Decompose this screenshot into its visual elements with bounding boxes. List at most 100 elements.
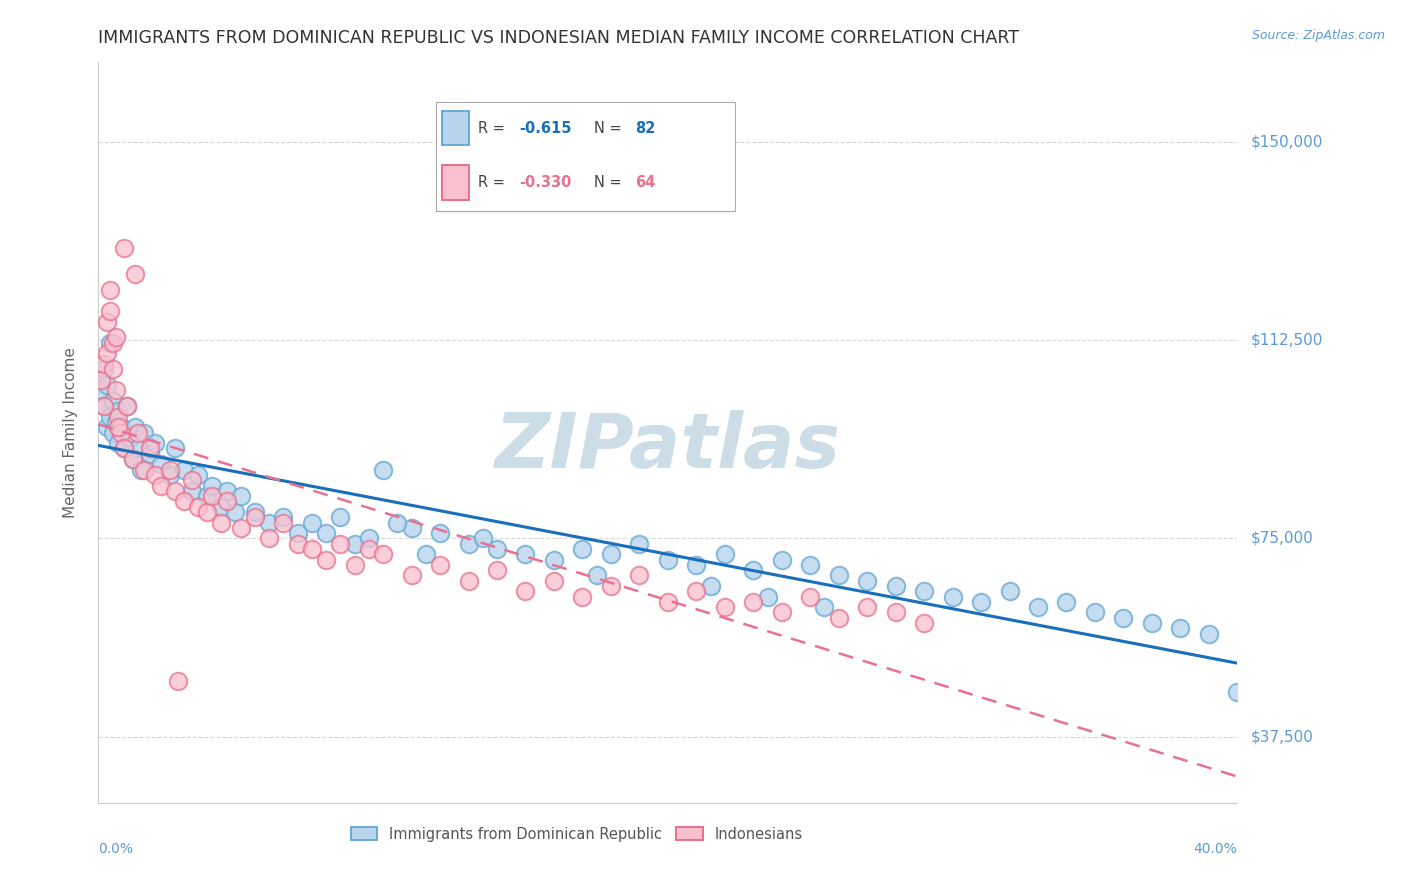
Point [799,558,821,572]
Point [657,552,679,566]
Point [138,442,160,456]
Point [90,384,112,398]
Point [96,346,118,360]
Point [329,537,352,551]
Point [96,314,118,328]
Point [121,452,143,467]
Point [181,483,204,498]
Point [1198,626,1220,640]
Text: 0.0%: 0.0% [98,842,134,855]
Point [98,304,121,318]
Point [942,590,965,604]
Point [243,510,266,524]
Point [259,516,281,530]
Point [173,462,195,476]
Point [343,537,366,551]
Point [912,615,935,630]
Point [856,600,879,615]
Point [287,537,309,551]
Point [912,584,935,599]
Point [401,568,423,582]
Point [714,547,737,561]
Point [93,357,115,371]
Point [159,467,181,482]
Point [107,404,129,418]
Point [828,611,851,625]
Point [110,420,132,434]
Point [195,505,218,519]
Point [132,425,155,440]
Point [224,505,246,519]
Point [699,579,721,593]
Point [132,462,155,476]
Point [628,568,651,582]
Point [187,467,209,482]
Point [104,330,127,344]
Point [343,558,366,572]
Point [600,547,623,561]
Legend: Immigrants from Dominican Republic, Indonesians: Immigrants from Dominican Republic, Indo… [344,821,808,847]
Point [301,541,323,556]
Point [1026,600,1049,615]
Point [571,541,593,556]
Point [373,547,395,561]
Point [301,516,323,530]
Point [127,425,149,440]
Point [543,574,565,588]
Point [387,516,409,530]
Point [124,420,146,434]
Point [571,590,593,604]
Point [657,595,679,609]
Point [115,399,138,413]
Point [515,584,537,599]
Point [112,240,135,255]
Point [600,579,623,593]
Point [118,431,141,445]
Point [165,483,187,498]
Point [201,478,224,492]
Point [828,568,851,582]
Point [107,420,129,434]
Text: 40.0%: 40.0% [1194,842,1237,855]
Point [856,574,879,588]
Point [770,606,793,620]
Text: ZIPatlas: ZIPatlas [495,410,841,484]
Point [685,558,707,572]
Point [209,500,232,514]
Point [93,399,115,413]
Point [209,516,232,530]
Point [884,579,907,593]
Point [714,600,737,615]
Point [215,494,238,508]
Point [315,552,337,566]
Point [415,547,437,561]
Point [167,674,190,689]
Point [101,362,124,376]
Point [101,425,124,440]
Point [93,362,115,376]
Point [96,420,118,434]
Point [357,532,380,546]
Point [486,541,509,556]
Point [1226,685,1249,699]
Point [104,415,127,429]
Point [96,378,118,392]
Point [229,521,252,535]
Point [98,283,121,297]
Point [543,552,565,566]
Point [1112,611,1135,625]
Point [1170,621,1192,635]
Point [104,384,127,398]
Point [110,425,132,440]
Point [287,526,309,541]
Point [742,563,765,577]
Point [121,452,143,467]
Point [457,537,479,551]
Point [628,537,651,551]
Text: $150,000: $150,000 [1251,135,1323,149]
Point [1140,615,1163,630]
Point [457,574,479,588]
Point [159,462,181,476]
Point [90,373,112,387]
Point [101,335,124,350]
